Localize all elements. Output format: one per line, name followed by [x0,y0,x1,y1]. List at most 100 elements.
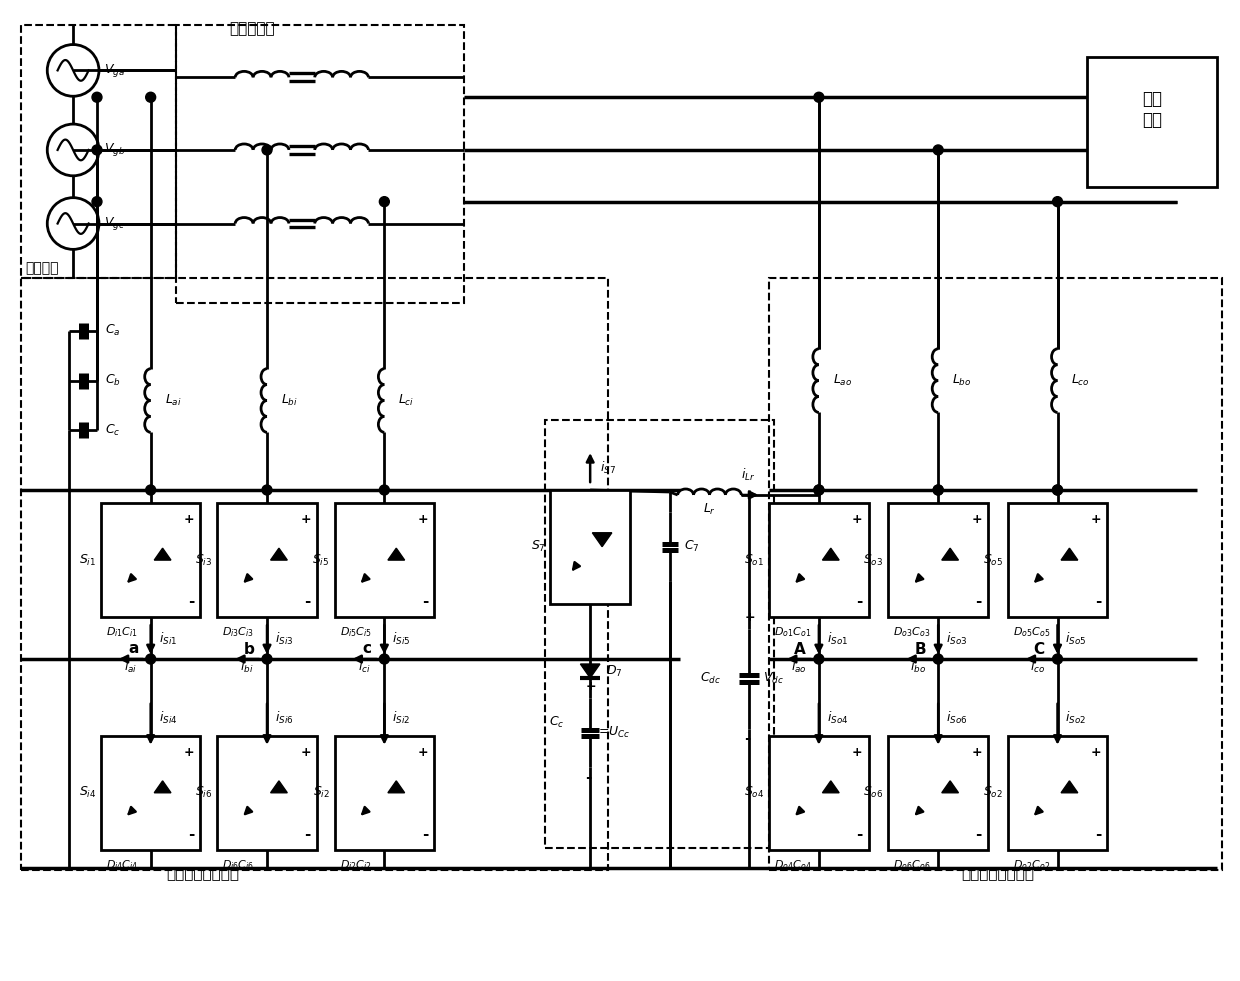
Bar [1008,736,1107,850]
Polygon shape [822,548,839,560]
Text: $\mathbf{B}$: $\mathbf{B}$ [914,642,926,657]
Text: $S_{o3}$: $S_{o3}$ [863,552,883,568]
Circle shape [1053,196,1063,207]
Bar [100,503,201,617]
Circle shape [146,654,156,664]
Text: $V_{gc}$: $V_{gc}$ [104,215,125,232]
Text: -: - [857,594,863,609]
Text: $i_{So6}$: $i_{So6}$ [946,709,967,726]
Circle shape [379,654,389,664]
Bar [769,279,1221,870]
Text: +: + [1091,746,1101,758]
Text: $C_c$: $C_c$ [549,715,564,730]
Text: $i_{Lr}$: $i_{Lr}$ [742,467,755,483]
Text: +: + [852,746,863,758]
Bar [769,736,868,850]
Circle shape [92,196,102,207]
Text: $D_{o5}C_{o5}$: $D_{o5}C_{o5}$ [1013,625,1050,639]
Text: -: - [857,827,863,842]
Text: $D_{i5}C_{i5}$: $D_{i5}C_{i5}$ [340,625,372,639]
Bar [551,490,630,604]
Text: +: + [971,513,982,526]
Text: $S_7$: $S_7$ [531,540,546,554]
Text: -: - [188,594,195,609]
Circle shape [813,485,823,495]
Circle shape [92,92,102,102]
Text: $S_{o1}$: $S_{o1}$ [744,552,764,568]
Text: =$U_{Cc}$: =$U_{Cc}$ [598,725,631,741]
Text: $D_{i6}C_{i6}$: $D_{i6}C_{i6}$ [222,858,254,872]
Polygon shape [1061,781,1078,793]
Polygon shape [941,781,959,793]
Text: $i_{Si5}$: $i_{Si5}$ [392,631,410,647]
Text: 三相变压器: 三相变压器 [229,21,275,35]
Text: $C_7$: $C_7$ [683,540,699,554]
Text: $i_{Si2}$: $i_{Si2}$ [392,709,410,726]
Polygon shape [270,781,288,793]
Text: -: - [304,827,311,842]
Text: $D_{o2}C_{o2}$: $D_{o2}C_{o2}$ [1013,858,1050,872]
Circle shape [1053,485,1063,495]
Text: $L_r$: $L_r$ [703,501,715,517]
Text: -: - [422,594,428,609]
Text: +: + [418,513,428,526]
Text: 输出侧三相变流器: 输出侧三相变流器 [961,866,1034,881]
Text: $D_{o3}C_{o3}$: $D_{o3}C_{o3}$ [894,625,931,639]
Circle shape [934,654,944,664]
Text: $i_{S7}$: $i_{S7}$ [600,460,616,476]
Bar [217,503,316,617]
Text: $L_{ai}$: $L_{ai}$ [165,393,181,408]
Text: $i_{bi}$: $i_{bi}$ [241,659,254,675]
Bar [1087,58,1216,186]
Text: $C_b$: $C_b$ [105,373,120,388]
Text: +: + [418,746,428,758]
Polygon shape [593,533,611,546]
Text: +: + [184,513,195,526]
Bar [176,25,464,303]
Text: $S_{i3}$: $S_{i3}$ [195,552,212,568]
Text: 输入侧三相变流器: 输入侧三相变流器 [166,866,239,881]
Circle shape [379,485,389,495]
Text: +: + [184,746,195,758]
Text: 三相
负载: 三相 负载 [1142,90,1162,129]
Text: $D_{o1}C_{o1}$: $D_{o1}C_{o1}$ [774,625,811,639]
Text: $i_{So1}$: $i_{So1}$ [827,631,848,647]
Bar [100,736,201,850]
Circle shape [934,485,944,495]
Polygon shape [822,781,839,793]
Text: $L_{bi}$: $L_{bi}$ [281,393,298,408]
Polygon shape [154,548,171,560]
Text: $C_a$: $C_a$ [105,324,120,338]
Text: $\mathbf{a}$: $\mathbf{a}$ [128,642,139,656]
Text: $\mathbf{b}$: $\mathbf{b}$ [243,642,255,657]
Text: $C_{dc}$: $C_{dc}$ [701,671,722,687]
Circle shape [1053,654,1063,664]
Text: $S_{o2}$: $S_{o2}$ [983,785,1003,800]
Text: $i_{So4}$: $i_{So4}$ [827,709,848,726]
Polygon shape [580,664,600,678]
Text: -: - [304,594,311,609]
Text: $D_{o6}C_{o6}$: $D_{o6}C_{o6}$ [894,858,931,872]
Bar [335,503,434,617]
Text: $i_{co}$: $i_{co}$ [1030,659,1045,675]
Text: +: + [300,513,311,526]
Bar [889,503,988,617]
Text: $C_c$: $C_c$ [105,423,120,438]
Text: $D_7$: $D_7$ [606,663,622,679]
Polygon shape [941,548,959,560]
Text: $i_{ao}$: $i_{ao}$ [791,659,807,675]
Text: $D_{i4}C_{i4}$: $D_{i4}C_{i4}$ [105,858,139,872]
Bar [21,279,608,870]
Text: $S_{o5}$: $S_{o5}$ [983,552,1003,568]
Text: +: + [744,611,755,624]
Text: $D_{o4}C_{o4}$: $D_{o4}C_{o4}$ [774,858,812,872]
Text: $L_{co}$: $L_{co}$ [1071,373,1090,388]
Circle shape [92,145,102,155]
Text: $S_{o4}$: $S_{o4}$ [744,785,764,800]
Text: $i_{Si6}$: $i_{Si6}$ [275,709,294,726]
Circle shape [934,145,944,155]
Text: $D_{i1}C_{i1}$: $D_{i1}C_{i1}$ [105,625,138,639]
Text: $i_{ci}$: $i_{ci}$ [358,659,371,675]
Polygon shape [388,548,404,560]
Text: +: + [1091,513,1101,526]
